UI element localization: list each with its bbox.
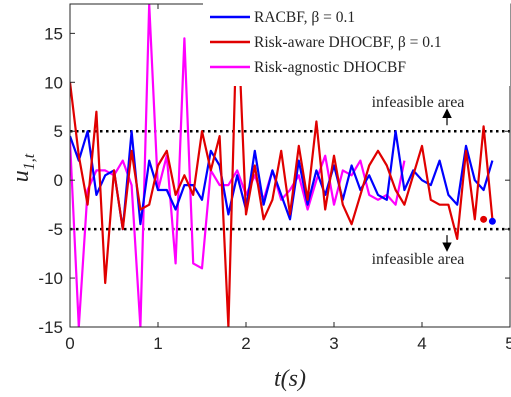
legend-label: RACBF, β = 0.1 — [254, 9, 355, 26]
x-tick-label: 3 — [329, 334, 338, 353]
x-axis-label: t(s) — [274, 366, 306, 392]
y-tick-label: -5 — [48, 220, 63, 239]
legend: RACBF, β = 0.1 Risk-aware DHOCBF, β = 0.1… — [203, 3, 510, 86]
series-end-marker — [480, 216, 487, 223]
legend-label: Risk-aware DHOCBF, β = 0.1 — [254, 34, 442, 51]
x-tick-label: 1 — [153, 334, 162, 353]
y-tick-label: 5 — [54, 122, 63, 141]
annotation-lower: infeasible area — [372, 251, 465, 268]
y-tick-label: 10 — [44, 73, 63, 92]
y-tick-label: 15 — [44, 24, 63, 43]
x-tick-label: 0 — [65, 334, 74, 353]
y-tick-label: -15 — [38, 318, 63, 337]
series-end-marker — [489, 218, 496, 225]
y-axis-label: u1,t — [8, 153, 38, 182]
x-tick-label: 2 — [241, 334, 250, 353]
x-tick-label: 4 — [417, 334, 426, 353]
legend-label: Risk-agnostic DHOCBF — [254, 59, 406, 76]
y-axis-label-group: u1,t — [8, 153, 38, 182]
x-tick-label: 5 — [505, 334, 511, 353]
y-tick-label: 0 — [54, 171, 63, 190]
annotation-upper: infeasible area — [372, 94, 465, 111]
y-tick-label: -10 — [38, 269, 63, 288]
